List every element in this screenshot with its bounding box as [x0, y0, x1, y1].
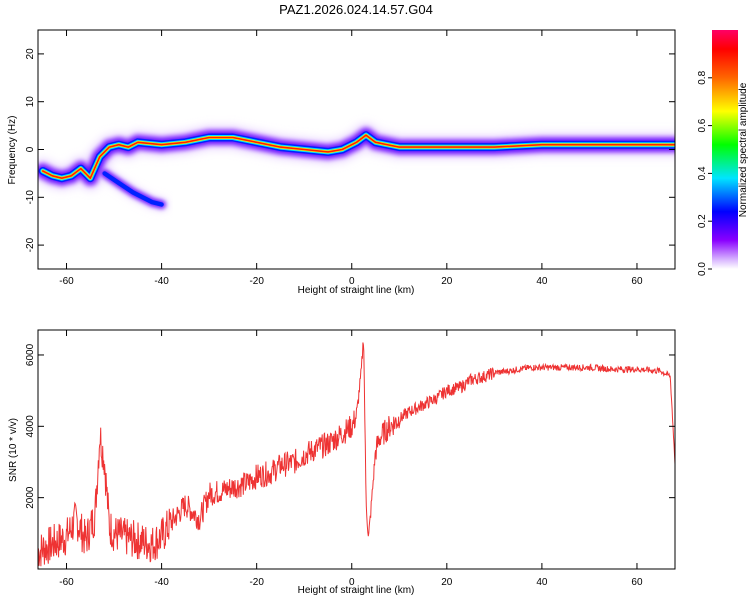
- spectrogram-y-ticks: -20 -10 0 10 20: [25, 48, 675, 252]
- snr-x-tick-label: 20: [441, 577, 453, 588]
- spectrogram-x-ticks: -60 -40 -20 0 20 40 60: [59, 30, 643, 287]
- snr-x-tick-label: 40: [536, 577, 548, 588]
- colorbar-ticks: 0.0 0.2 0.4 0.6 0.8: [697, 70, 712, 276]
- snr-x-tick-label: -20: [249, 577, 264, 588]
- spectrogram-y-tick-label: 0: [25, 146, 36, 152]
- snr-y-ticks: 2000 4000 6000: [25, 343, 675, 509]
- snr-series-line: [38, 342, 675, 567]
- spectrogram-y-tick-label: -10: [25, 190, 36, 205]
- snr-panel: -60 -40 -20 0 20 40 60 2000 4000 6000 Height of …: [8, 329, 676, 596]
- snr-x-tick-label: -40: [154, 577, 169, 588]
- snr-x-tick-label: -60: [59, 577, 74, 588]
- spectrogram-x-axis-label: Height of straight line (km): [298, 285, 415, 296]
- spectrogram-x-tick-label: 20: [441, 276, 453, 287]
- secondary-branch-band: [102, 171, 164, 207]
- heatmap-layer: [38, 122, 675, 212]
- spectrogram-x-tick-label: 40: [536, 276, 548, 287]
- colorbar-gradient: [712, 30, 738, 269]
- snr-frame: [37, 329, 676, 570]
- spectrogram-y-tick-label: -20: [25, 237, 36, 252]
- colorbar-tick-label: 0.0: [697, 262, 708, 276]
- colorbar-tick-label: 0.8: [697, 70, 708, 84]
- spectral-ridge-band: [42, 134, 675, 179]
- snr-y-tick-label: 6000: [25, 343, 36, 366]
- snr-y-tick-label: 2000: [25, 486, 36, 509]
- snr-x-ticks: -60 -40 -20 0 20 40 60: [59, 330, 643, 588]
- colorbar: 0.0 0.2 0.4 0.6 0.8 Normalized spectral ampl…: [697, 30, 749, 276]
- spectrogram-x-tick-label: 0: [349, 276, 355, 287]
- spectrogram-panel: -60 -40 -20 0 20 40 60 -20 -10 0 10 20 Height of s…: [7, 29, 676, 296]
- spectrogram-x-tick-label: -40: [154, 276, 169, 287]
- snr-x-axis-label: Height of straight line (km): [298, 585, 415, 596]
- colorbar-tick-label: 0.4: [697, 166, 708, 180]
- spectrogram-y-tick-label: 20: [25, 48, 36, 60]
- snr-x-tick-label: 60: [631, 577, 643, 588]
- snr-y-axis-label: SNR (10 * v/v): [8, 418, 19, 482]
- figure-title: PAZ1.2026.024.14.57.G04: [279, 2, 433, 17]
- spectrogram-x-tick-label: 60: [631, 276, 643, 287]
- snr-y-tick-label: 4000: [25, 415, 36, 438]
- colorbar-tick-label: 0.6: [697, 118, 708, 132]
- spectrogram-x-tick-label: -20: [249, 276, 264, 287]
- spectrogram-x-tick-label: -60: [59, 276, 74, 287]
- spectrogram-y-tick-label: 10: [25, 96, 36, 108]
- spectrogram-y-axis-label: Frequency (Hz): [7, 116, 18, 185]
- colorbar-tick-label: 0.2: [697, 214, 708, 228]
- colorbar-label: Normalized spectral amplitude: [738, 82, 749, 217]
- snr-x-tick-label: 0: [349, 577, 355, 588]
